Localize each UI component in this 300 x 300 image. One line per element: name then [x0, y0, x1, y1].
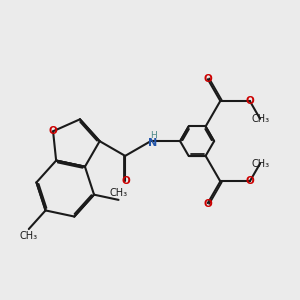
Text: O: O — [122, 176, 130, 186]
Text: O: O — [246, 96, 255, 106]
Text: O: O — [49, 126, 57, 136]
Text: H: H — [150, 131, 156, 140]
Text: CH₃: CH₃ — [20, 230, 38, 241]
Text: O: O — [203, 199, 212, 209]
Text: CH₃: CH₃ — [110, 188, 128, 198]
Text: CH₃: CH₃ — [251, 114, 269, 124]
Text: O: O — [203, 74, 212, 84]
Text: N: N — [148, 138, 157, 148]
Text: CH₃: CH₃ — [251, 158, 269, 169]
Text: O: O — [246, 176, 255, 186]
